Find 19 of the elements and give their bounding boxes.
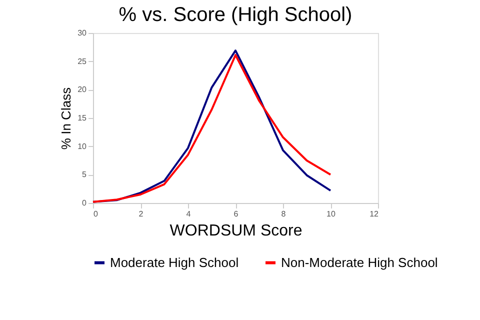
- chart-title: % vs. Score (High School): [118, 4, 352, 26]
- x-tick-label: 8: [281, 210, 286, 218]
- x-tick-label: 2: [138, 210, 144, 218]
- x-tick-label: 6: [234, 210, 239, 218]
- y-tick-label: 20: [78, 85, 88, 94]
- legend-label: Non-Moderate High School: [281, 254, 438, 270]
- x-tick-label: 12: [370, 210, 380, 218]
- y-tick-label: 10: [78, 142, 88, 151]
- y-tick-label: 25: [78, 56, 88, 66]
- x-tick-label: 0: [94, 210, 98, 218]
- y-tick-label: 30: [78, 28, 88, 38]
- y-tick-label: 0: [82, 198, 88, 208]
- x-tick-label: 10: [326, 210, 336, 218]
- x-axis-title: WORDSUM Score: [170, 222, 302, 240]
- y-tick-label: 5: [82, 170, 88, 180]
- y-axis-title: % In Class: [58, 86, 74, 150]
- y-tick-label: 15: [78, 114, 88, 122]
- legend-label: Moderate High School: [110, 254, 239, 270]
- x-tick-label: 4: [186, 210, 192, 218]
